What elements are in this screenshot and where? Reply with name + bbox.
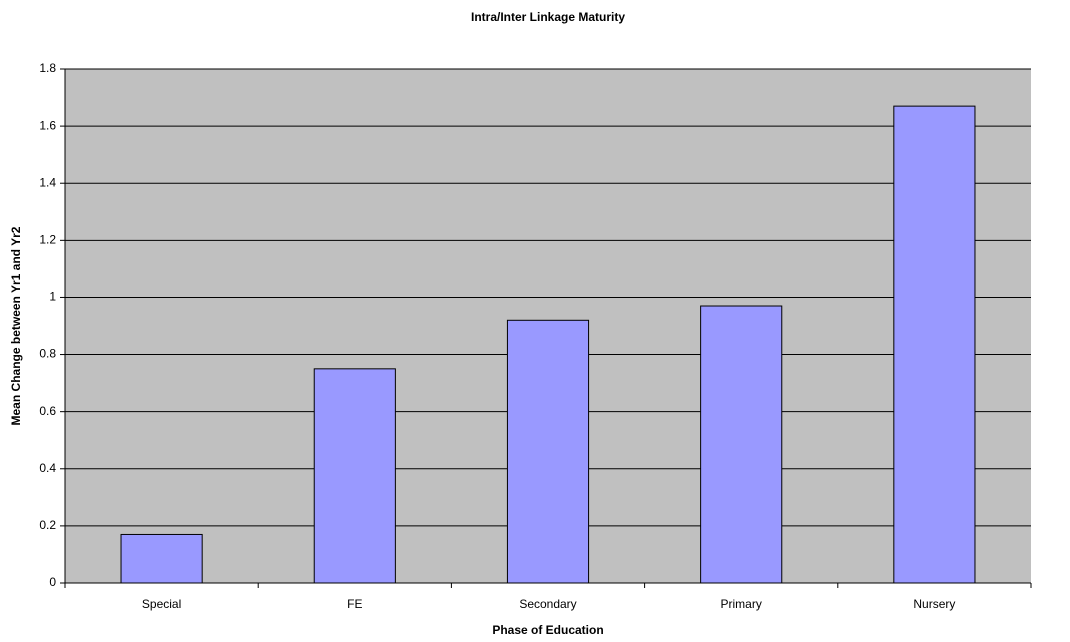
x-axis-label: Phase of Education bbox=[492, 623, 603, 637]
y-tick-label: 0.4 bbox=[39, 461, 56, 475]
y-tick-label: 1.6 bbox=[39, 118, 56, 132]
y-tick-label: 0.6 bbox=[39, 404, 56, 418]
y-tick-label: 0.2 bbox=[39, 518, 56, 532]
bar bbox=[506, 319, 590, 584]
x-tick-label: Primary bbox=[721, 597, 762, 611]
y-tick-label: 1.8 bbox=[39, 61, 56, 75]
x-tick-label: Nursery bbox=[913, 597, 955, 611]
x-tick-label: Secondary bbox=[519, 597, 576, 611]
x-tick-label: FE bbox=[347, 597, 362, 611]
chart-title: Intra/Inter Linkage Maturity bbox=[471, 10, 625, 24]
y-tick-label: 1.4 bbox=[39, 175, 56, 189]
y-tick-label: 1.2 bbox=[39, 233, 56, 247]
bar bbox=[120, 533, 203, 584]
y-tick-label: 0.8 bbox=[39, 347, 56, 361]
bar bbox=[893, 105, 976, 584]
y-tick-label: 0 bbox=[49, 575, 56, 589]
y-axis-label: Mean Change between Yr1 and Yr2 bbox=[9, 226, 23, 425]
y-tick-label: 1 bbox=[49, 290, 56, 304]
bar bbox=[313, 368, 396, 584]
bar bbox=[700, 305, 783, 584]
x-tick-label: Special bbox=[142, 597, 181, 611]
